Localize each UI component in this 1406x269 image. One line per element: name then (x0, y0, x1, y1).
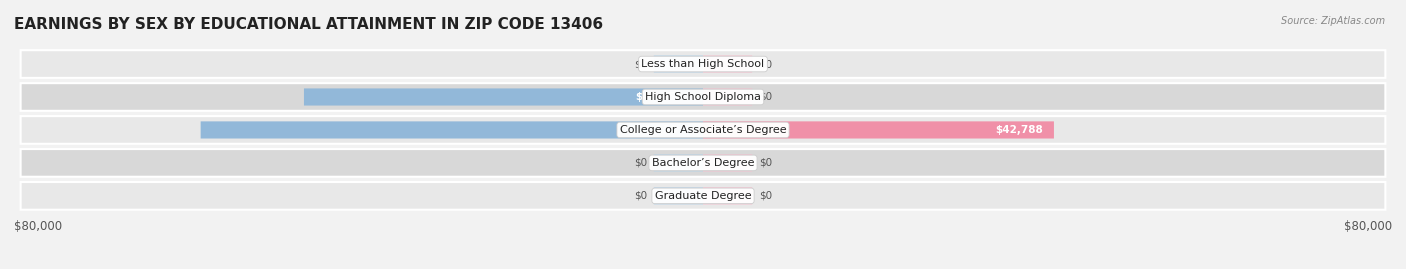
FancyBboxPatch shape (654, 154, 703, 171)
Text: Graduate Degree: Graduate Degree (655, 191, 751, 201)
FancyBboxPatch shape (703, 55, 752, 73)
FancyBboxPatch shape (21, 116, 1385, 144)
Text: College or Associate’s Degree: College or Associate’s Degree (620, 125, 786, 135)
Text: $0: $0 (634, 191, 647, 201)
Text: High School Diploma: High School Diploma (645, 92, 761, 102)
Text: $0: $0 (634, 59, 647, 69)
FancyBboxPatch shape (703, 121, 1054, 139)
FancyBboxPatch shape (21, 182, 1385, 210)
FancyBboxPatch shape (21, 50, 1385, 78)
FancyBboxPatch shape (654, 55, 703, 73)
Text: $80,000: $80,000 (14, 220, 62, 233)
FancyBboxPatch shape (703, 187, 752, 204)
Text: $0: $0 (759, 92, 772, 102)
Text: Less than High School: Less than High School (641, 59, 765, 69)
FancyBboxPatch shape (201, 121, 703, 139)
Text: $0: $0 (759, 59, 772, 69)
FancyBboxPatch shape (703, 154, 752, 171)
Text: Source: ZipAtlas.com: Source: ZipAtlas.com (1281, 16, 1385, 26)
Text: $0: $0 (634, 158, 647, 168)
Text: $0: $0 (759, 191, 772, 201)
FancyBboxPatch shape (21, 149, 1385, 177)
FancyBboxPatch shape (654, 187, 703, 204)
Text: $0: $0 (759, 158, 772, 168)
Text: $48,654: $48,654 (636, 92, 683, 102)
FancyBboxPatch shape (703, 89, 752, 105)
FancyBboxPatch shape (21, 83, 1385, 111)
Text: $80,000: $80,000 (1344, 220, 1392, 233)
Text: $42,788: $42,788 (995, 125, 1043, 135)
FancyBboxPatch shape (304, 89, 703, 105)
Text: EARNINGS BY SEX BY EDUCATIONAL ATTAINMENT IN ZIP CODE 13406: EARNINGS BY SEX BY EDUCATIONAL ATTAINMEN… (14, 17, 603, 32)
Text: $61,250: $61,250 (630, 125, 678, 135)
Text: Bachelor’s Degree: Bachelor’s Degree (652, 158, 754, 168)
